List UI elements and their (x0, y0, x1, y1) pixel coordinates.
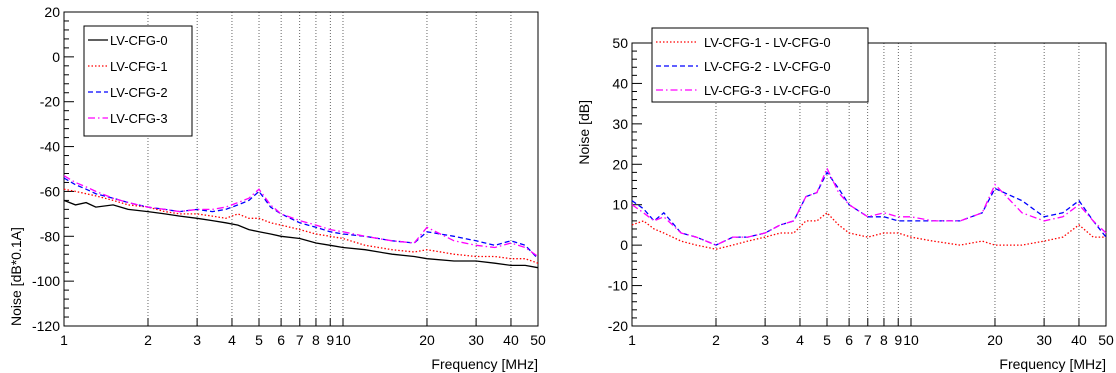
plot-frame (63, 11, 539, 327)
y-tick-label: -60 (40, 183, 60, 199)
x-tick-label: 5 (823, 332, 831, 348)
y-tick-label: -20 (40, 94, 60, 110)
legend-entry: LV-CFG-1 (110, 59, 168, 74)
chart-panel-left: 1 2 3 4 5 6 7 8 9 10 20 30 40 50 -120 -100 -80 -60 -40 -20… (8, 4, 546, 372)
x-tick-label: 1 (60, 332, 68, 348)
series-line (63, 175, 539, 258)
x-tick-label: 10 (903, 332, 919, 348)
x-tick-label: 2 (712, 332, 720, 348)
x-tick-label: 9 (326, 332, 334, 348)
x-tick-label: 7 (864, 332, 872, 348)
x-tick-label: 8 (312, 332, 320, 348)
legend-entry: LV-CFG-0 (110, 33, 168, 48)
legend-entry: LV-CFG-3 (110, 111, 168, 126)
y-axis-label: Noise [dB*0.1A] (8, 227, 24, 326)
x-tick-label: 50 (1098, 332, 1114, 348)
legend-entry: LV-CFG-3 - LV-CFG-0 (704, 83, 831, 98)
legend-entry: LV-CFG-2 (110, 85, 168, 100)
x-tick-label: 7 (296, 332, 304, 348)
y-tick-label: 50 (612, 35, 628, 51)
x-tick-label: 8 (880, 332, 888, 348)
x-tick-label: 30 (468, 332, 484, 348)
legend-entry: LV-CFG-1 - LV-CFG-0 (704, 35, 831, 50)
x-tick-labels: 1 2 3 4 5 6 7 8 9 10 20 30 40 50 (628, 332, 1114, 348)
legend-box (83, 25, 193, 137)
x-tick-label: 50 (530, 332, 546, 348)
x-tick-label: 3 (761, 332, 769, 348)
series-line (63, 188, 539, 264)
x-tick-label: 20 (987, 332, 1003, 348)
x-tick-label: 10 (335, 332, 351, 348)
x-tick-label: 4 (796, 332, 804, 348)
y-tick-label: -100 (32, 273, 60, 289)
x-tick-label: 3 (193, 332, 201, 348)
x-tick-label: 40 (503, 332, 519, 348)
legend-entry: LV-CFG-2 - LV-CFG-0 (704, 59, 831, 74)
legend: LV-CFG-1 - LV-CFG-0 LV-CFG-2 - LV-CFG-0 LV… (651, 27, 869, 103)
series-line (631, 166, 1107, 246)
y-tick-label: 20 (612, 156, 628, 172)
x-tick-label: 6 (845, 332, 853, 348)
series-line (63, 199, 539, 269)
y-tick-label: 0 (52, 49, 60, 65)
x-grid-lines (63, 11, 539, 327)
x-axis-label: Frequency [MHz] (999, 356, 1106, 372)
x-axis-label: Frequency [MHz] (431, 356, 538, 372)
y-axis-label: Noise [dB] (576, 100, 592, 165)
x-tick-label: 1 (628, 332, 636, 348)
x-tick-labels: 1 2 3 4 5 6 7 8 9 10 20 30 40 50 (60, 332, 546, 348)
y-tick-label: 20 (44, 4, 60, 20)
x-tick-label: 6 (277, 332, 285, 348)
x-tick-label: 30 (1036, 332, 1052, 348)
y-tick-label: 30 (612, 116, 628, 132)
plot-frame (631, 42, 1107, 327)
series-line (63, 177, 539, 260)
x-tick-label: 20 (419, 332, 435, 348)
y-tick-label: -20 (608, 318, 628, 334)
x-tick-label: 40 (1071, 332, 1087, 348)
y-tick-labels: -120 -100 -80 -60 -40 -20 0 20 (32, 4, 60, 334)
y-tick-labels: -20 -10 0 10 20 30 40 50 (608, 35, 628, 334)
x-tick-label: 9 (894, 332, 902, 348)
series-group (631, 166, 1107, 250)
series-line (631, 211, 1106, 250)
y-tick-label: 10 (612, 197, 628, 213)
y-tick-label: 40 (612, 75, 628, 91)
x-tick-label: 4 (228, 332, 236, 348)
legend: LV-CFG-0 LV-CFG-1 LV-CFG-2 LV-CFG-3 (83, 25, 193, 137)
y-tick-label: 0 (620, 237, 628, 253)
x-tick-label: 5 (255, 332, 263, 348)
y-tick-label: -80 (40, 228, 60, 244)
series-group (63, 175, 539, 269)
x-tick-label: 2 (144, 332, 152, 348)
y-tick-label: -40 (40, 139, 60, 155)
series-line (631, 171, 1107, 246)
y-tick-label: -10 (608, 278, 628, 294)
y-tick-label: -120 (32, 318, 60, 334)
